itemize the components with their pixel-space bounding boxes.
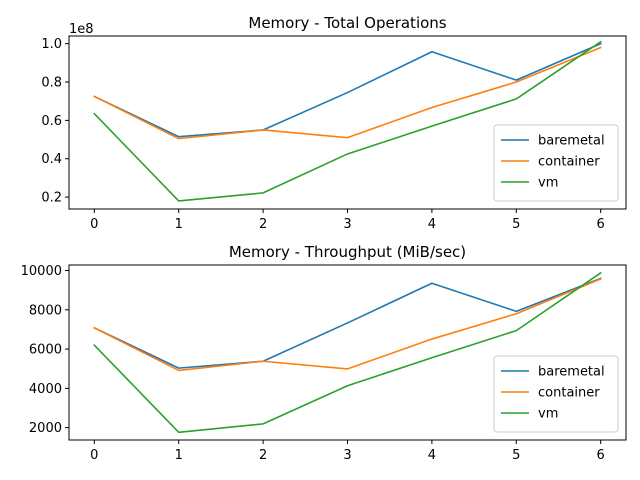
chart-title: Memory - Total Operations [248, 14, 446, 32]
legend-label-container: container [538, 155, 600, 170]
y-tick-label: 0.2 [41, 191, 62, 206]
legend: baremetal container vm [493, 355, 619, 433]
series-line-vm [93, 271, 602, 434]
x-tick-label: 2 [259, 448, 267, 463]
x-tick-label: 4 [428, 448, 436, 463]
y-tick-label: 2000 [29, 421, 62, 436]
x-tick-label: 3 [343, 217, 351, 232]
series-line-baremetal [93, 42, 602, 138]
x-tick-label: 5 [512, 217, 520, 232]
y-tick-label: 0.4 [41, 152, 62, 167]
x-tick-label: 5 [512, 448, 520, 463]
x-tick-label: 6 [597, 448, 605, 463]
chart-title: Memory - Throughput (MiB/sec) [229, 243, 466, 261]
legend-label-vm: vm [538, 176, 558, 191]
chart-throughput: 0 1 2 3 4 5 6 2000 4000 6000 8000 10000 Memory - Thr… [21, 243, 627, 463]
legend-label-container: container [538, 386, 600, 401]
series-line-container [93, 46, 602, 140]
x-tick-label: 2 [259, 217, 267, 232]
y-tick-label: 0.8 [41, 76, 62, 91]
legend: baremetal container vm [493, 124, 619, 202]
legend-label-vm: vm [538, 407, 558, 422]
y-tick-label: 4000 [29, 382, 62, 397]
legend-label-baremetal: baremetal [538, 365, 605, 380]
x-tick-label: 0 [90, 448, 98, 463]
series-line-vm [93, 40, 602, 202]
x-tick-label: 1 [175, 217, 183, 232]
legend-label-baremetal: baremetal [538, 134, 605, 149]
x-tick-label: 0 [90, 217, 98, 232]
y-tick-label: 0.6 [41, 114, 62, 129]
y-tick-label: 8000 [29, 303, 62, 318]
x-tick-label: 4 [428, 217, 436, 232]
series-line-baremetal [93, 277, 602, 369]
y-tick-label: 10000 [21, 264, 62, 279]
axis-offset-label: 1e8 [69, 22, 94, 37]
x-tick-label: 3 [343, 448, 351, 463]
y-tick-label: 6000 [29, 343, 62, 358]
x-tick-label: 1 [175, 448, 183, 463]
y-tick-label: 1.0 [41, 37, 62, 52]
x-tick-label: 6 [597, 217, 605, 232]
series-line-container [93, 277, 602, 372]
chart-total-operations: 0 1 2 3 4 5 6 0.2 0.4 0.6 0.8 1.0 1e8 Memory - Total … [41, 14, 627, 232]
